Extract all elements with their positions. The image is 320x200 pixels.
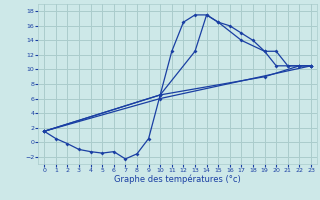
X-axis label: Graphe des températures (°c): Graphe des températures (°c) [114, 175, 241, 184]
